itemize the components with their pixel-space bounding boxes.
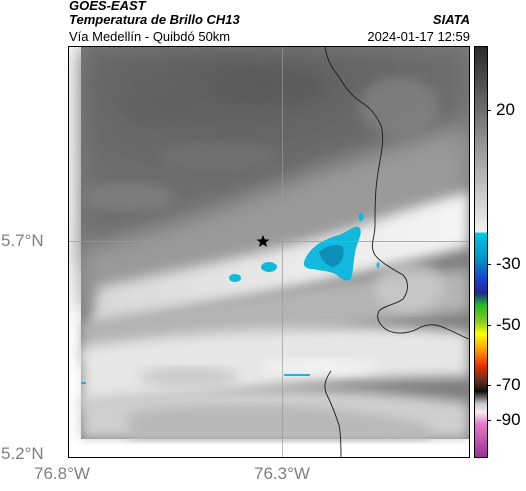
lon-label-76-3: 76.3°W [254, 464, 310, 483]
satellite-map[interactable]: star-icon [68, 46, 470, 458]
colorbar-tick [487, 325, 491, 326]
lat-label-5-7: 5.7°N [1, 231, 44, 250]
graticule [69, 47, 469, 457]
colorbar-tick [487, 110, 491, 111]
route-label: Vía Medellín - Quibdó 50km [69, 29, 231, 44]
organization-label: SIATA [432, 12, 470, 27]
brightness-imagery [81, 47, 469, 439]
colorbar-tick [487, 264, 491, 265]
timestamp-label: 2024-01-17 12:59 [367, 29, 470, 44]
lon-label-76-8: 76.8°W [34, 464, 90, 483]
map-canvas: star-icon [69, 47, 469, 457]
colorbar-label-minus-90: -90 [496, 410, 521, 429]
colorbar-tick [487, 385, 491, 386]
location-star[interactable] [256, 235, 270, 247]
colorbar-label-minus-30: -30 [496, 254, 521, 273]
satellite-name: GOES-EAST [69, 0, 146, 13]
colorbar-label-20: 20 [496, 100, 515, 119]
coast-line-south [324, 370, 342, 457]
colorbar-label-minus-70: -70 [496, 375, 521, 394]
product-title: Temperatura de Brillo CH13 [69, 12, 240, 27]
border-line [324, 47, 469, 340]
colorbar-label-minus-50: -50 [496, 315, 521, 334]
colorbar [474, 46, 488, 458]
cold-cloud-tops [81, 213, 380, 384]
lat-label-5-2: 5.2°N [1, 444, 44, 463]
colorbar-tick [487, 420, 491, 421]
